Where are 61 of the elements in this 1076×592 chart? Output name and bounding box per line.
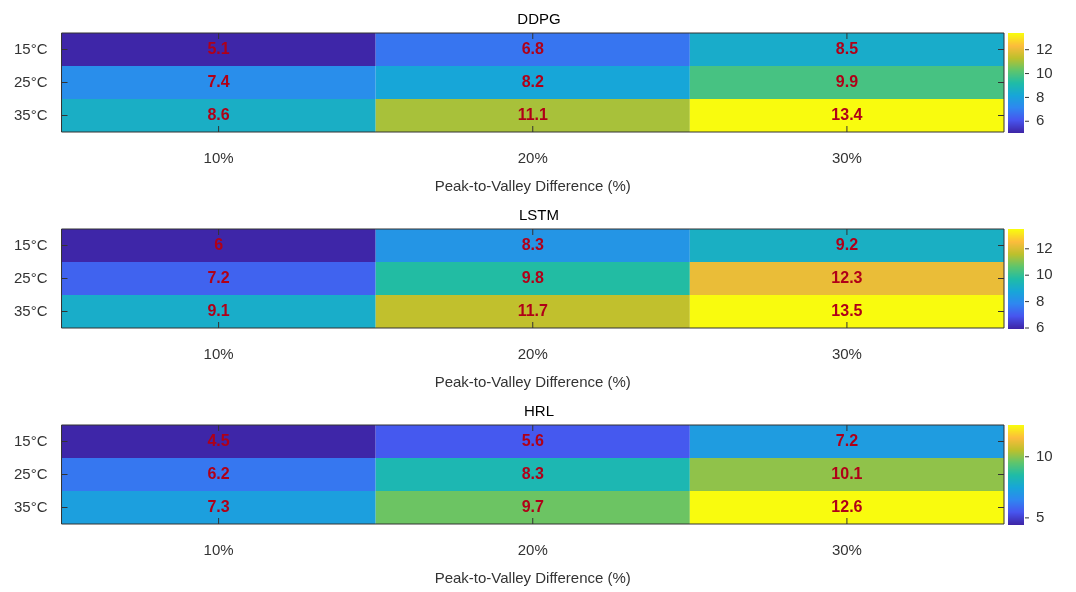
data-label: 8.6 — [207, 105, 230, 123]
y-tick-label: 15°C — [14, 431, 48, 449]
color-bar-label: 5 — [1036, 508, 1045, 526]
data-label: 8.3 — [521, 464, 544, 482]
y-tick-label: 25°C — [14, 268, 48, 286]
x-axis-title: Peak-to-Valley Difference (%) — [434, 373, 631, 391]
y-tick-label: 35°C — [14, 497, 48, 515]
color-bar-label: 10 — [1036, 446, 1053, 464]
data-label: 4.5 — [207, 431, 230, 449]
data-label: 9.8 — [521, 268, 544, 286]
color-bar-label: 10 — [1036, 265, 1053, 283]
x-tick-label: 30% — [831, 149, 862, 167]
data-label: 5.6 — [521, 431, 544, 449]
data-label: 9.2 — [835, 235, 859, 253]
data-label: 13.5 — [831, 301, 863, 319]
y-tick-label: 25°C — [14, 464, 48, 482]
data-label: 6.2 — [207, 464, 230, 482]
color-bar-label: 8 — [1036, 87, 1045, 105]
color-bar-label: 12 — [1036, 39, 1053, 57]
data-label: 9.1 — [207, 301, 230, 319]
data-label: 7.4 — [207, 72, 230, 90]
data-label: 9.9 — [835, 72, 859, 90]
x-tick-label: 30% — [831, 541, 862, 559]
data-label: 7.2 — [835, 431, 859, 449]
data-label: 12.3 — [831, 268, 863, 286]
y-tick-label: 15°C — [14, 235, 48, 253]
x-tick-label: 20% — [517, 345, 548, 363]
data-label: 13.4 — [831, 105, 863, 123]
data-label: 7.3 — [207, 497, 230, 515]
x-tick-label: 10% — [203, 541, 234, 559]
chart-title: LSTM — [518, 206, 560, 224]
color-bar-label: 12 — [1036, 238, 1053, 256]
data-label: 9.7 — [521, 497, 544, 515]
x-tick-label: 10% — [203, 149, 234, 167]
data-label: 8.5 — [835, 39, 859, 57]
x-tick-label: 10% — [203, 345, 234, 363]
chart-title: HRL — [523, 402, 555, 420]
data-label: 11.7 — [517, 301, 548, 319]
data-label: 12.6 — [831, 497, 863, 515]
data-label: 8.3 — [521, 235, 544, 253]
chart-title: DDPG — [517, 10, 561, 28]
y-tick-label: 15°C — [14, 39, 48, 57]
x-tick-label: 20% — [517, 149, 548, 167]
data-label: 11.1 — [517, 105, 548, 123]
y-tick-label: 25°C — [14, 72, 48, 90]
data-label: 6.8 — [521, 39, 544, 57]
data-label: 8.2 — [521, 72, 544, 90]
color-bar-label: 6 — [1036, 318, 1045, 336]
data-label: 7.2 — [207, 268, 230, 286]
x-tick-label: 30% — [831, 345, 862, 363]
y-tick-label: 35°C — [14, 105, 48, 123]
data-label: 6 — [214, 235, 224, 253]
data-label: 10.1 — [831, 464, 863, 482]
data-label: 5.1 — [207, 39, 230, 57]
color-bar-label: 8 — [1036, 291, 1045, 309]
y-tick-label: 35°C — [14, 301, 48, 319]
x-tick-label: 20% — [517, 541, 548, 559]
color-bar-label: 10 — [1036, 63, 1053, 81]
x-axis-title: Peak-to-Valley Difference (%) — [434, 177, 631, 195]
color-bar-label: 6 — [1036, 111, 1045, 129]
x-axis-title: Peak-to-Valley Difference (%) — [434, 569, 631, 587]
